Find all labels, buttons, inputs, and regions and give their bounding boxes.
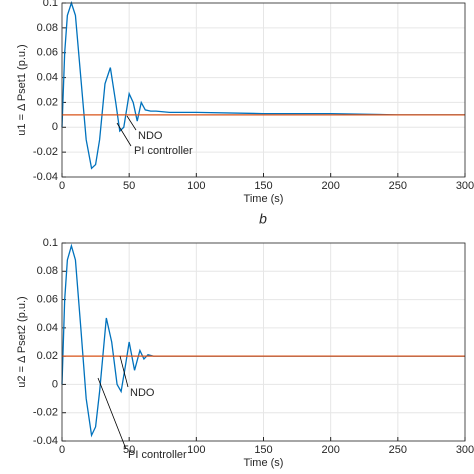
annotation: NDO [130,387,155,399]
x-axis-label: Time (s) [244,457,284,469]
y-tick-label: -0.02 [33,407,58,419]
y-tick-label: 0.08 [37,22,58,34]
y-tick-label: 0 [52,121,58,133]
y-tick-label: 0 [52,378,58,390]
y-tick-label: 0.1 [43,237,58,249]
x-tick-label: 150 [254,444,272,456]
y-tick-label: -0.04 [33,171,58,183]
x-tick-label: 0 [59,180,65,192]
annotation: NDO [138,130,163,142]
x-tick-label: 300 [456,444,474,456]
y-tick-label: -0.02 [33,146,58,158]
data-line [61,0,465,170]
annotation-arrow [126,115,137,131]
axes-box [61,242,466,442]
x-tick-label: 150 [254,180,272,192]
axes-box [61,2,466,178]
x-tick-label: 100 [187,180,205,192]
y-tick-label: 0.04 [37,71,58,83]
y-tick-label: 0.06 [37,47,58,59]
annotation-arrow [116,122,132,147]
x-tick-label: 200 [321,180,339,192]
x-tick-label: 300 [456,180,474,192]
y-tick-label: 0.02 [37,350,58,362]
annotation: PI controller [128,449,187,461]
x-tick-label: 0 [59,444,65,456]
annotation-arrow [97,377,127,450]
caption: b [259,211,267,227]
y-tick-label: 0.06 [37,293,58,305]
y-tick-label: 0.1 [43,0,58,9]
x-tick-label: 100 [187,444,205,456]
y-axis-label: u1 = Δ Pset1 (p.u.) [16,44,28,135]
y-tick-label: 0.02 [37,96,58,108]
x-axis-label: Time (s) [244,193,284,205]
x-tick-label: 50 [123,180,135,192]
x-tick-label: 250 [389,444,407,456]
y-tick-label: 0.04 [37,322,58,334]
y-tick-label: -0.04 [33,435,58,447]
y-tick-label: 0.08 [37,265,58,277]
y-axis-label: u2 = Δ Pset2 (p.u.) [16,296,28,387]
x-tick-label: 200 [321,444,339,456]
annotation: PI controller [134,145,193,157]
x-tick-label: 250 [389,180,407,192]
annotation-arrow [119,355,129,388]
x-tick-label: 50 [123,444,135,456]
